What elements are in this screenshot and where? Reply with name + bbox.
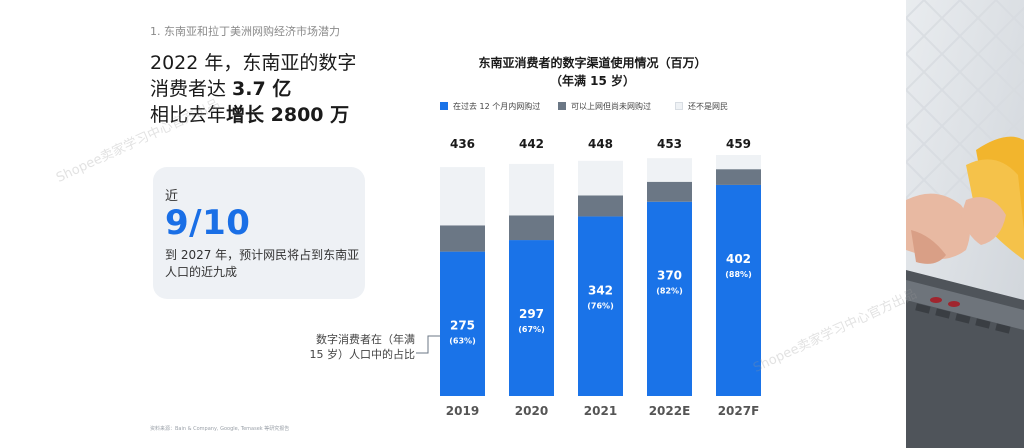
chart-title-line-1: 东南亚消费者的数字渠道使用情况（百万） [478,56,707,70]
bar-segment-2022E-0 [647,201,692,396]
legend-swatch-offline [675,102,683,110]
headline-line-3-highlight: 增长 2800 万 [226,104,350,126]
headline: 2022 年，东南亚的数字 消费者达 3.7 亿 相比去年增长 2800 万 [150,50,410,128]
legend-label-online: 可以上网但尚未网购过 [571,102,651,111]
legend-label-offline: 还不是网民 [688,102,728,111]
x-tick-2022E: 2022E [649,404,691,418]
bar-segment-2021-0 [578,216,623,396]
callout-prefix: 近 [165,189,179,204]
headline-line-3-text: 相比去年 [150,104,227,126]
legend-swatch-purchased [440,102,448,110]
bar-segment-2019-0 [440,251,485,396]
hands-on-laptop-photo [906,0,1024,448]
total-label-2027F: 459 [726,137,751,151]
headline-line-2: 消费者达 3.7 亿 [150,76,410,102]
total-label-2021: 448 [588,137,613,151]
total-label-2022E: 453 [657,137,682,151]
headline-line-2-highlight: 3.7 亿 [232,78,292,100]
bar-segment-2020-0 [509,240,554,396]
value-label-2021: 342 [588,283,613,297]
bar-segment-2021-1 [578,195,623,217]
legend-item-offline: 还不是网民 [675,101,728,112]
value-label-2027F: 402 [726,252,751,266]
chart-title: 东南亚消费者的数字渠道使用情况（百万） （年满 15 岁） [420,54,765,90]
total-label-2019: 436 [450,137,475,151]
headline-line-1: 2022 年，东南亚的数字 [150,52,357,74]
share-label-2021: (76%) [587,301,613,310]
bar-segment-2019-2 [440,167,485,226]
bar-segment-2027F-1 [716,169,761,185]
share-label-2027F: (88%) [725,270,751,279]
chart-title-line-2: （年满 15 岁） [549,74,636,88]
bar-segment-2021-2 [578,160,623,196]
value-label-2019: 275 [450,319,475,333]
section-label: 1. 东南亚和拉丁美洲网购经济市场潜力 [150,25,340,38]
share-label-2022E: (82%) [656,287,682,296]
bar-segment-2020-1 [509,215,554,241]
share-label-2019: (63%) [449,337,475,346]
total-label-2020: 442 [519,137,544,151]
x-tick-2021: 2021 [584,404,617,418]
share-annotation: 数字消费者在（年满 15 岁）人口中的占比 [309,333,416,361]
legend-item-purchased: 在过去 12 个月内网购过 [440,101,540,112]
bar-segment-2027F-0 [716,184,761,396]
callout-description: 到 2027 年，预计网民将占到东南亚人口的近九成 [165,248,360,279]
stat-callout-card: 近 9/10 到 2027 年，预计网民将占到东南亚人口的近九成 [153,167,365,299]
bar-segment-2022E-2 [647,158,692,182]
legend-swatch-online [558,102,566,110]
x-tick-2027F: 2027F [718,404,760,418]
callout-value: 9/10 [165,203,251,243]
bar-segment-2027F-2 [716,155,761,170]
bar-segment-2019-1 [440,225,485,252]
source-note: 资料来源：Bain & Company, Google, Temasek 等研究… [150,426,290,432]
headline-line-3: 相比去年增长 2800 万 [150,102,410,128]
bar-segment-2020-2 [509,163,554,216]
share-label-2020: (67%) [518,325,544,334]
headline-line-2-text: 消费者达 [150,78,233,100]
x-tick-2019: 2019 [446,404,479,418]
legend-label-purchased: 在过去 12 个月内网购过 [453,102,541,111]
value-label-2020: 297 [519,307,544,321]
bar-segment-2022E-1 [647,181,692,202]
x-tick-2020: 2020 [515,404,548,418]
value-label-2022E: 370 [657,269,682,283]
legend-item-online: 可以上网但尚未网购过 [558,101,651,112]
laptop-photo-illustration [906,0,1024,448]
annotation-connector [416,335,440,354]
